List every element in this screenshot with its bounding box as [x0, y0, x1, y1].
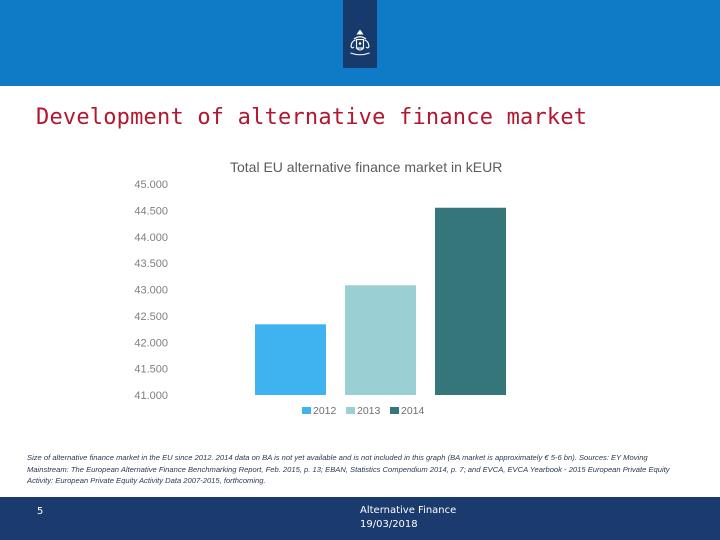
y-tick-label: 44.500 — [134, 205, 168, 217]
bar-chart: Total EU alternative finance market in k… — [134, 159, 506, 417]
bars-group — [255, 207, 506, 395]
y-tick-label: 42.000 — [134, 337, 168, 349]
y-tick-label: 43.000 — [134, 285, 168, 297]
legend-label-2013: 2013 — [357, 405, 381, 417]
footer-date: 19/03/2018 — [360, 519, 418, 530]
y-tick-label: 41.000 — [134, 390, 168, 402]
legend-label-2014: 2014 — [401, 405, 425, 417]
coat-of-arms-icon — [350, 29, 370, 56]
header-bar — [0, 0, 720, 86]
y-tick-label: 41.500 — [134, 364, 168, 376]
legend-swatch-2012 — [302, 407, 311, 414]
y-axis: 41.000 41.500 42.000 42.500 43.000 43.500 44.0… — [134, 179, 168, 402]
source-note: Size of alternative finance market in th… — [27, 453, 670, 485]
chart-legend: 2012 2013 2014 — [302, 405, 425, 417]
y-tick-label: 42.500 — [134, 311, 168, 323]
bar-2012 — [255, 324, 326, 395]
chart-title: Total EU alternative finance market in k… — [230, 159, 502, 175]
y-tick-label: 43.500 — [134, 258, 168, 270]
footer-bar: 5 Alternative Finance 19/03/2018 — [0, 497, 720, 540]
y-tick-label: 45.000 — [134, 179, 168, 191]
y-tick-label: 44.000 — [134, 232, 168, 244]
legend-swatch-2014 — [390, 407, 399, 414]
bar-2014 — [435, 207, 506, 395]
footer-title: Alternative Finance — [360, 505, 457, 516]
page-number: 5 — [37, 506, 44, 517]
bar-2013 — [345, 285, 416, 395]
slide-title: Development of alternative finance marke… — [36, 105, 588, 130]
legend-swatch-2013 — [346, 407, 355, 414]
legend-label-2012: 2012 — [313, 405, 337, 417]
emblem-banner — [343, 0, 377, 68]
